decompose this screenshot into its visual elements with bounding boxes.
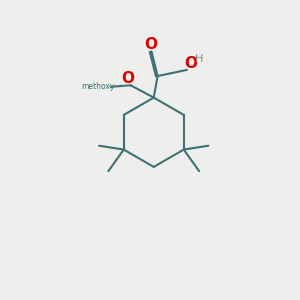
Text: O: O xyxy=(184,56,197,71)
Text: O: O xyxy=(144,37,157,52)
Text: methoxy: methoxy xyxy=(82,82,115,91)
Text: O: O xyxy=(121,71,134,86)
Text: H: H xyxy=(195,54,203,64)
